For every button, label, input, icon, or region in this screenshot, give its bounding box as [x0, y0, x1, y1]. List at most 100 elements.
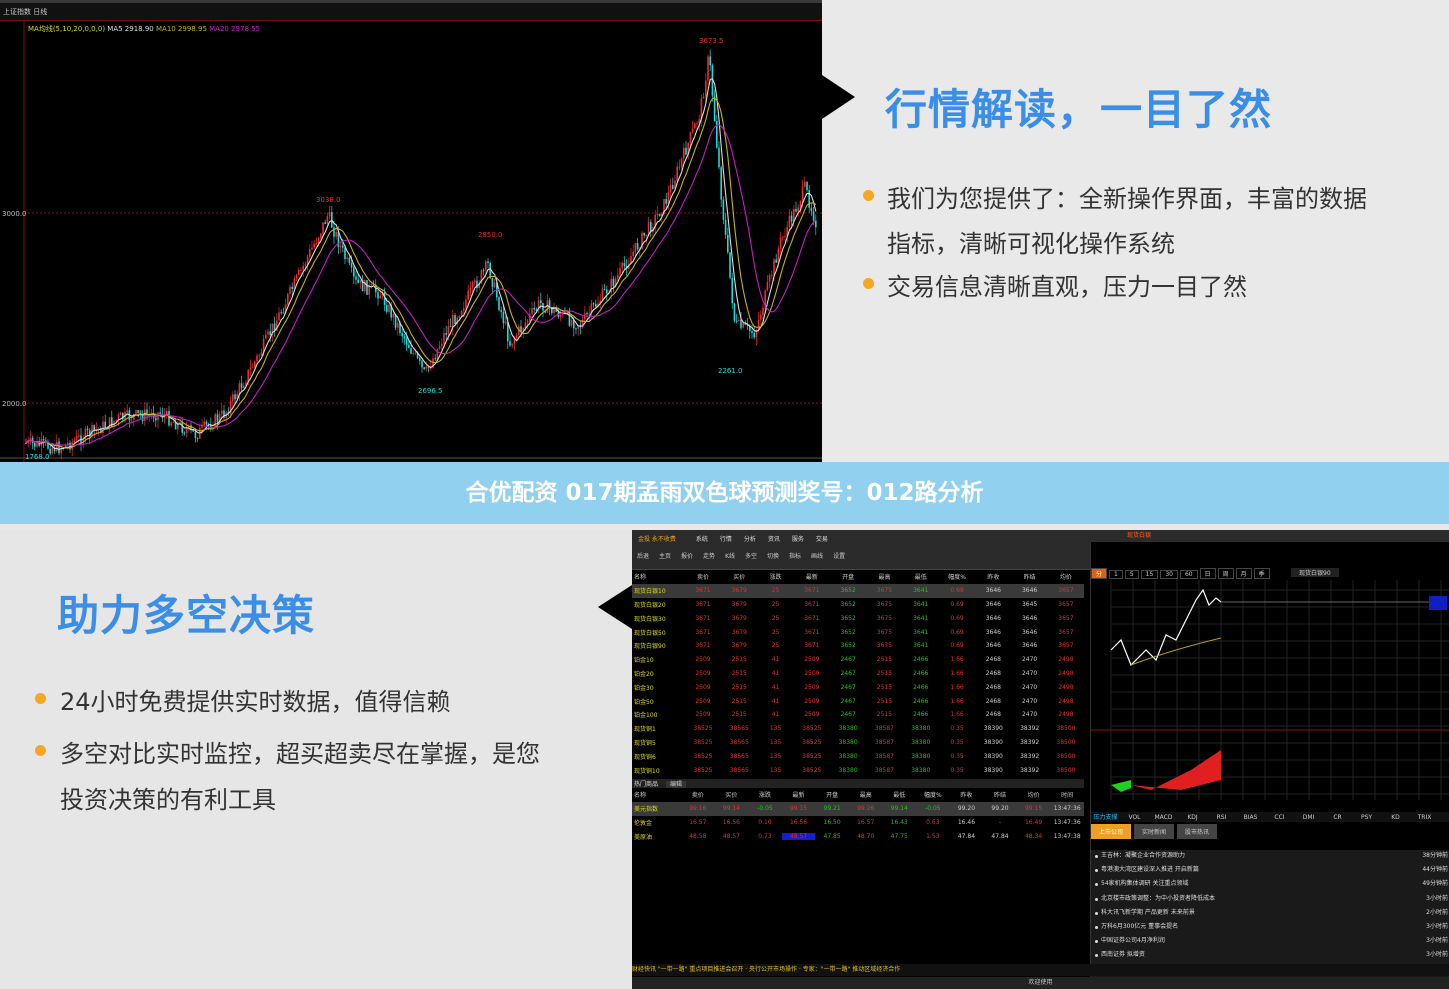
- column-header[interactable]: 昨结: [1023, 574, 1036, 582]
- period-tab[interactable]: 分: [1091, 568, 1108, 579]
- table-row[interactable]: 现货铜10 38525 38565 135 38525 38380 38587 38380 0.…: [632, 763, 1084, 777]
- toolbar-button[interactable]: 报价: [681, 553, 694, 560]
- toolbar-button[interactable]: 多空: [745, 553, 758, 560]
- cell: 3645: [1021, 600, 1038, 608]
- cell: 2470: [1021, 656, 1038, 664]
- table-row[interactable]: 铂金100 2509 2515 41 2509 2467 2515 2466 1.66 2468 2…: [632, 708, 1084, 722]
- toolbar-button[interactable]: 画线: [811, 553, 824, 560]
- table-row[interactable]: 现货铜6 38525 38565 135 38525 38380 38587 38380 0.3…: [632, 749, 1084, 763]
- column-header[interactable]: 时间: [1061, 792, 1074, 800]
- table-row[interactable]: 铂金30 2509 2515 41 2509 2467 2515 2466 1.66 2468 24…: [632, 680, 1084, 694]
- column-header[interactable]: 最新: [805, 574, 818, 582]
- table-row[interactable]: 铂金50 2509 2515 41 2509 2467 2515 2466 1.66 2468 24…: [632, 694, 1084, 708]
- table-row[interactable]: 现货铜5 38525 38565 135 38525 38380 38587 38380 0.3…: [632, 736, 1084, 750]
- table-row[interactable]: 伦敦金 16.57 16.56 0.10 16.56 16.50 16.57 16.43 0.6…: [632, 816, 1084, 830]
- news-tab[interactable]: 实时新闻: [1134, 824, 1175, 839]
- column-header[interactable]: 最高: [878, 574, 891, 582]
- menu-item[interactable]: 分析: [743, 536, 756, 543]
- table-row[interactable]: 铂金10 2509 2515 41 2509 2467 2515 2466 1.66 2468 24…: [632, 653, 1084, 667]
- news-item[interactable]: 万科6月300亿元 董事会提名 3小时前: [1091, 921, 1449, 935]
- news-tab[interactable]: 上市公司: [1091, 824, 1132, 839]
- column-header[interactable]: 昨结: [994, 792, 1007, 800]
- table-row[interactable]: 现货铜1 38525 38565 135 38525 38380 38587 38380 0.3…: [632, 722, 1084, 736]
- menu-item[interactable]: 行情: [719, 536, 732, 543]
- table-row[interactable]: 美元指数 99.16 99.14 -0.05 99.15 99.21 99.26 99.14 -…: [632, 801, 1084, 816]
- table-row[interactable]: 美原油 48.58 48.57 0.73 48.57 47.85 48.70 47.75 1.5…: [632, 829, 1084, 843]
- indicator-tab[interactable]: VOL: [1128, 814, 1141, 821]
- news-item[interactable]: 中国证券公司4月净利润 3小时前: [1091, 935, 1449, 949]
- menu-item[interactable]: 资讯: [767, 536, 780, 543]
- candle-body: [243, 385, 245, 389]
- table-row[interactable]: 铂金20 2509 2515 41 2509 2467 2515 2466 1.66 2468 24…: [632, 667, 1084, 681]
- hot-edit-tab[interactable]: 编辑: [665, 781, 686, 788]
- indicator-tab[interactable]: DMI: [1302, 814, 1315, 821]
- candle-body: [260, 352, 263, 356]
- table-row[interactable]: 现货白银30 3671 3679 25 3671 3652 3675 3641 0.69 3646…: [632, 611, 1084, 625]
- candle-body: [205, 421, 208, 425]
- indicator-tab[interactable]: 压力支撑: [1093, 814, 1118, 821]
- column-header[interactable]: 开盘: [826, 792, 839, 800]
- column-header[interactable]: 涨跌: [769, 574, 782, 582]
- news-item[interactable]: 粤港澳大湾区建设深入推进 开启新篇 44分钟前: [1091, 864, 1449, 878]
- indicator-tab[interactable]: MACD: [1154, 814, 1173, 821]
- candle-body: [313, 243, 315, 248]
- toolbar-button[interactable]: 走势: [703, 553, 716, 560]
- period-tab[interactable]: 周: [1217, 568, 1234, 579]
- column-header[interactable]: 均价: [1027, 792, 1040, 800]
- period-tab[interactable]: 1: [1109, 570, 1123, 579]
- indicator-tab[interactable]: CR: [1333, 814, 1342, 821]
- table-row[interactable]: 现货白银50 3671 3679 25 3671 3652 3675 3641 0.69 3646…: [632, 625, 1084, 639]
- period-tab[interactable]: 月: [1235, 568, 1252, 579]
- column-header[interactable]: 卖价: [696, 574, 709, 582]
- news-item[interactable]: 54家机构集体调研 关注重点领域 49分钟前: [1091, 878, 1449, 892]
- toolbar-button[interactable]: 切换: [767, 553, 780, 560]
- toolbar-button[interactable]: 后退: [637, 553, 650, 560]
- toolbar-button[interactable]: 设置: [833, 553, 846, 560]
- table-row[interactable]: 现货白银10 3671 3679 25 3671 3652 3675 3641 0.69 3646…: [632, 583, 1084, 598]
- column-header[interactable]: 买价: [725, 792, 738, 800]
- column-header[interactable]: 最高: [859, 792, 872, 800]
- menu-item[interactable]: 交易: [815, 536, 828, 543]
- column-header[interactable]: 买价: [733, 574, 746, 582]
- news-item[interactable]: 北京楼市政策调整：为中小投资者降低成本 3小时前: [1091, 893, 1449, 907]
- news-tab[interactable]: 股市热讯: [1177, 824, 1218, 839]
- menu-item[interactable]: 服务: [791, 536, 804, 543]
- column-header[interactable]: 最低: [914, 574, 927, 582]
- column-header[interactable]: 开盘: [842, 574, 855, 582]
- toolbar-button[interactable]: K线: [725, 553, 735, 560]
- table-row[interactable]: 现货白银20 3671 3679 25 3671 3652 3675 3641 0.69 3646…: [632, 598, 1084, 612]
- cell: 3641: [913, 628, 929, 636]
- column-header[interactable]: 幅度%: [924, 792, 942, 800]
- column-header[interactable]: 幅度%: [948, 574, 966, 582]
- column-header[interactable]: 名称: [634, 574, 647, 582]
- indicator-tab[interactable]: RSI: [1216, 814, 1227, 821]
- indicator-tab[interactable]: PSY: [1360, 814, 1373, 821]
- column-header[interactable]: 最新: [792, 792, 805, 800]
- table-row[interactable]: 现货白银90 3671 3679 25 3671 3652 3675 3641 0.69 3646…: [632, 639, 1084, 653]
- indicator-tab[interactable]: KDJ: [1187, 814, 1198, 821]
- period-tab[interactable]: 日: [1199, 568, 1216, 579]
- period-tab[interactable]: 60: [1179, 570, 1198, 579]
- indicator-tab[interactable]: TRIX: [1417, 814, 1432, 821]
- column-header[interactable]: 卖价: [691, 792, 704, 800]
- column-header[interactable]: 名称: [634, 792, 647, 800]
- period-tab[interactable]: 季: [1253, 568, 1270, 579]
- menu-item[interactable]: 系统: [695, 536, 708, 543]
- period-tab[interactable]: 15: [1140, 570, 1159, 579]
- news-item[interactable]: 科大讯飞新学期 产品更新 未来前景 2小时前: [1091, 907, 1449, 921]
- news-item[interactable]: 王吉林：凝聚企业合作资源助力 38分钟前: [1091, 850, 1449, 864]
- column-header[interactable]: 最低: [893, 792, 906, 800]
- news-item[interactable]: 西南证券 拟增资 3小时前: [1091, 949, 1449, 963]
- column-header[interactable]: 均价: [1059, 574, 1072, 582]
- period-tab[interactable]: 5: [1124, 570, 1139, 579]
- indicator-tab[interactable]: BIAS: [1243, 814, 1258, 821]
- period-tab[interactable]: 30: [1160, 570, 1178, 579]
- symbol-selector[interactable]: 现货白银90: [1291, 568, 1339, 577]
- indicator-tab[interactable]: CCI: [1274, 814, 1285, 821]
- column-header[interactable]: 昨收: [987, 574, 1000, 582]
- indicator-tab[interactable]: KD: [1391, 814, 1400, 821]
- column-header[interactable]: 昨收: [960, 792, 973, 800]
- toolbar-button[interactable]: 指标: [789, 553, 802, 560]
- toolbar-button[interactable]: 主页: [659, 553, 672, 560]
- column-header[interactable]: 涨跌: [758, 792, 771, 800]
